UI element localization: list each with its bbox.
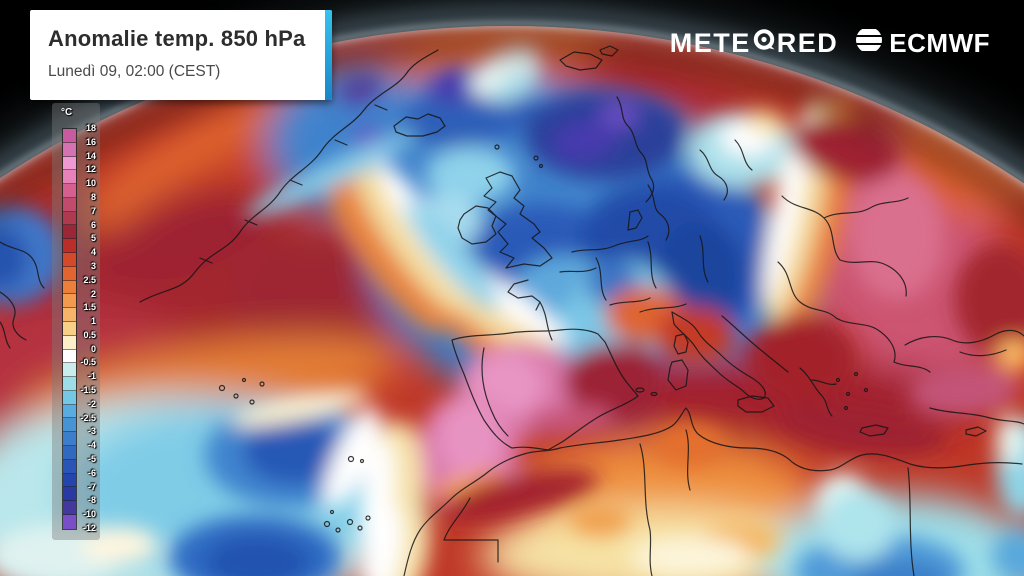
meteored-bubble-icon (752, 28, 776, 59)
legend-cell (63, 349, 76, 364)
legend-tick-label: -8 (87, 495, 96, 506)
legend-cell (63, 253, 76, 267)
legend-tick-label: 10 (85, 178, 96, 189)
legend-tick-label: 0 (90, 343, 96, 354)
legend-cell (63, 321, 76, 336)
meteored-letter: T (713, 27, 732, 58)
legend-tick-label: 3 (90, 260, 96, 271)
meteored-letter: R (776, 27, 798, 58)
legend-cell (63, 197, 76, 212)
legend-tick-label: -4 (87, 440, 96, 451)
legend-cell (63, 308, 76, 322)
legend-cell (63, 266, 76, 281)
legend-tick-label: -5 (87, 454, 96, 465)
meteored-letter: E (693, 27, 714, 58)
legend-tick-label: 12 (85, 164, 96, 175)
meteored-letter: E (731, 27, 751, 58)
legend-tick-label: -10 (82, 509, 96, 520)
legend-tick-label: 8 (90, 191, 96, 202)
legend-cell (63, 390, 76, 405)
legend-cell (63, 377, 76, 391)
legend-cell (63, 170, 76, 185)
legend-tick-label: 1.5 (83, 302, 96, 313)
color-scale-legend: °C 18 16 14 12 10 8 7 6 5 4 3 2.5 2 1.5 1 0.5 0 -0.5 -1 -1.… (52, 103, 100, 540)
legend-tick-label: 5 (90, 233, 96, 244)
legend-cell (63, 294, 76, 309)
ecmwf-globe-icon (854, 25, 884, 62)
legend-tick-label: 16 (85, 136, 96, 147)
legend-cell (63, 363, 76, 378)
legend-cell (63, 335, 76, 350)
legend-tick-label: -1.5 (80, 385, 96, 396)
meteored-letter: E (797, 27, 818, 58)
legend-tick-label: -3 (87, 426, 96, 437)
coastlines-borders (0, 45, 1024, 576)
legend-tick-label: 14 (85, 150, 96, 161)
title-accent-stripe (325, 10, 332, 100)
ecmwf-logo: ECMWF (854, 25, 990, 62)
legend-tick-label: -1 (87, 371, 96, 382)
legend-tick-label: -7 (87, 481, 96, 492)
legend-cell (63, 280, 76, 295)
legend-cell (63, 487, 76, 502)
legend-cell (63, 184, 76, 198)
meteored-letter: D (817, 27, 839, 58)
legend-cell (63, 239, 76, 254)
legend-cell (63, 514, 76, 529)
legend-tick-label: 1 (90, 316, 96, 327)
legend-tick-label: -0.5 (80, 357, 96, 368)
legend-tick-label: 2.5 (83, 274, 96, 285)
meteored-letter: M (669, 27, 694, 58)
map-title: Anomalie temp. 850 hPa (48, 26, 306, 51)
legend-cell (63, 225, 76, 240)
title-card: Anomalie temp. 850 hPa Lunedì 09, 02:00 … (30, 10, 332, 100)
legend-cell (63, 129, 76, 143)
legend-cell (63, 404, 76, 419)
legend-tick-label: 6 (90, 219, 96, 230)
limb-shadow (0, 28, 1024, 576)
legend-tick-label: -2.5 (80, 412, 96, 423)
map-datetime: Lunedì 09, 02:00 (CEST) (48, 63, 221, 80)
legend-cell (63, 418, 76, 433)
legend-tick-label: -12 (82, 523, 96, 533)
legend-tick-label: 2 (90, 288, 96, 299)
legend-tick-label: 7 (90, 205, 96, 216)
legend-cell (63, 432, 76, 446)
ecmwf-label: ECMWF (889, 27, 990, 58)
legend-tick-label: 4 (90, 247, 96, 258)
legend-cell (63, 459, 76, 474)
legend-cell (63, 142, 76, 157)
legend-bar (62, 128, 77, 530)
legend-cell (63, 445, 76, 460)
legend-cell (63, 211, 76, 226)
legend-tick-label: -2 (87, 398, 96, 409)
legend-tick-label: 0.5 (83, 329, 96, 340)
legend-cell (63, 156, 76, 171)
legend-unit-label: °C (61, 107, 73, 118)
legend-tick-label: 18 (85, 123, 96, 133)
legend-cell (63, 473, 76, 488)
legend-cell (63, 501, 76, 515)
legend-tick-label: -6 (87, 467, 96, 478)
